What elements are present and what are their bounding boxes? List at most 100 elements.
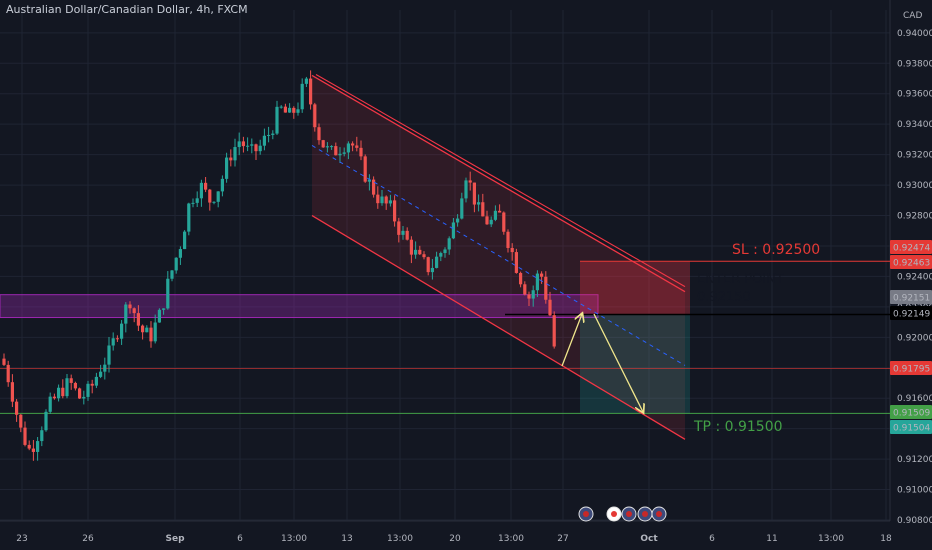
candle-body [430, 267, 434, 273]
candle-body [493, 210, 497, 220]
candle-body [334, 146, 338, 156]
candle-body [304, 78, 308, 84]
drawing-overlays [311, 73, 686, 440]
time-tick-label: Sep [165, 534, 185, 544]
candle-body [502, 212, 506, 232]
candle-body [233, 147, 237, 161]
candle-body [229, 157, 233, 161]
candle-body [120, 323, 124, 339]
price-tick-label: 0.90800 [897, 516, 932, 526]
price-tag-label: 0.92474 [893, 244, 930, 254]
candle-body [178, 249, 182, 258]
candle-body [183, 231, 187, 250]
candle-body [216, 191, 220, 202]
time-tick-label: Oct [640, 534, 658, 544]
candle-body [170, 270, 174, 279]
economic-events[interactable] [578, 506, 667, 522]
candles [2, 70, 556, 461]
candle-body [372, 179, 376, 195]
price-tag [890, 306, 932, 320]
candle-body [380, 196, 384, 204]
price-tick-label: 0.92400 [897, 272, 932, 282]
candle-body [166, 278, 170, 309]
candle-body [44, 411, 48, 431]
time-tick-label: 13:00 [818, 534, 844, 544]
candle-body [271, 133, 275, 135]
candle-body [321, 140, 325, 148]
candle-body [514, 252, 518, 273]
price-tag-label: 0.91509 [893, 409, 930, 419]
candle-body [489, 219, 493, 225]
candle-body [447, 238, 451, 250]
candle-body [422, 254, 426, 258]
time-tick-label: 13:00 [387, 534, 413, 544]
candle-body [439, 253, 443, 257]
candle-body [456, 218, 460, 223]
candle-body [99, 371, 103, 377]
candle-body [288, 107, 292, 113]
time-tick-label: 26 [82, 534, 94, 544]
candle-body [401, 230, 405, 235]
grid-lines [0, 0, 891, 522]
candle-body [376, 194, 380, 204]
time-tick-label: 20 [449, 534, 461, 544]
candle-body [254, 144, 258, 152]
candle-body [145, 327, 149, 333]
candle-body [86, 383, 90, 397]
candle-body [204, 182, 208, 190]
candle-body [241, 141, 245, 147]
candle-body [388, 200, 392, 204]
candle-body [52, 396, 56, 399]
trade-zones [0, 75, 890, 440]
price-tick-label: 0.93800 [897, 59, 932, 69]
candle-body [136, 313, 140, 326]
candle-body [187, 203, 191, 232]
candle-body [300, 83, 304, 110]
time-tick-label: 13:00 [281, 534, 307, 544]
candle-body [535, 273, 539, 291]
tp-label: TP : 0.91500 [693, 419, 783, 435]
candle-body [472, 182, 476, 205]
price-tick-label: 0.93600 [897, 90, 932, 100]
candle-body [258, 145, 262, 152]
candle-body [23, 427, 27, 445]
price-tag [890, 361, 932, 375]
price-tag [890, 405, 932, 419]
candle-body [443, 249, 447, 254]
candle-body [292, 107, 296, 113]
candle-body [36, 441, 40, 452]
event-dot [656, 511, 662, 517]
time-axis[interactable]: 23 26 Sep 6 13:00 13 13:00 20 13:00 27 Oct 6 11 13:00… [16, 534, 892, 544]
time-tick-label: 13 [341, 534, 352, 544]
candle-body [19, 414, 23, 428]
time-tick-label: 13:00 [498, 534, 524, 544]
candle-body [523, 284, 527, 295]
candle-body [531, 290, 535, 299]
candle-body [338, 153, 342, 156]
candle-body [409, 239, 413, 255]
enter-point-value: 0.92150 [697, 290, 751, 305]
time-tick-label: 11 [766, 534, 777, 544]
price-tag-label: 0.91795 [893, 365, 930, 375]
price-tag-label: 0.92151 [893, 294, 930, 304]
event-icon [606, 506, 622, 522]
event-icon [651, 506, 667, 522]
candle-body [468, 180, 472, 183]
candle-body [90, 383, 94, 386]
candle-body [451, 222, 455, 239]
price-tick-label: 0.91000 [897, 486, 932, 496]
candle-body [82, 396, 86, 399]
price-tick-label: 0.93400 [897, 120, 932, 130]
candle-body [275, 106, 279, 134]
candle-body [212, 201, 216, 203]
candle-body [48, 396, 52, 412]
candle-body [10, 382, 14, 402]
candle-body [208, 189, 212, 203]
candle-body [283, 106, 287, 113]
price-tag [890, 290, 932, 304]
up-arrow [561, 314, 582, 367]
event-dot [611, 511, 617, 517]
enter-point-label: ENTER POINT [697, 272, 784, 287]
